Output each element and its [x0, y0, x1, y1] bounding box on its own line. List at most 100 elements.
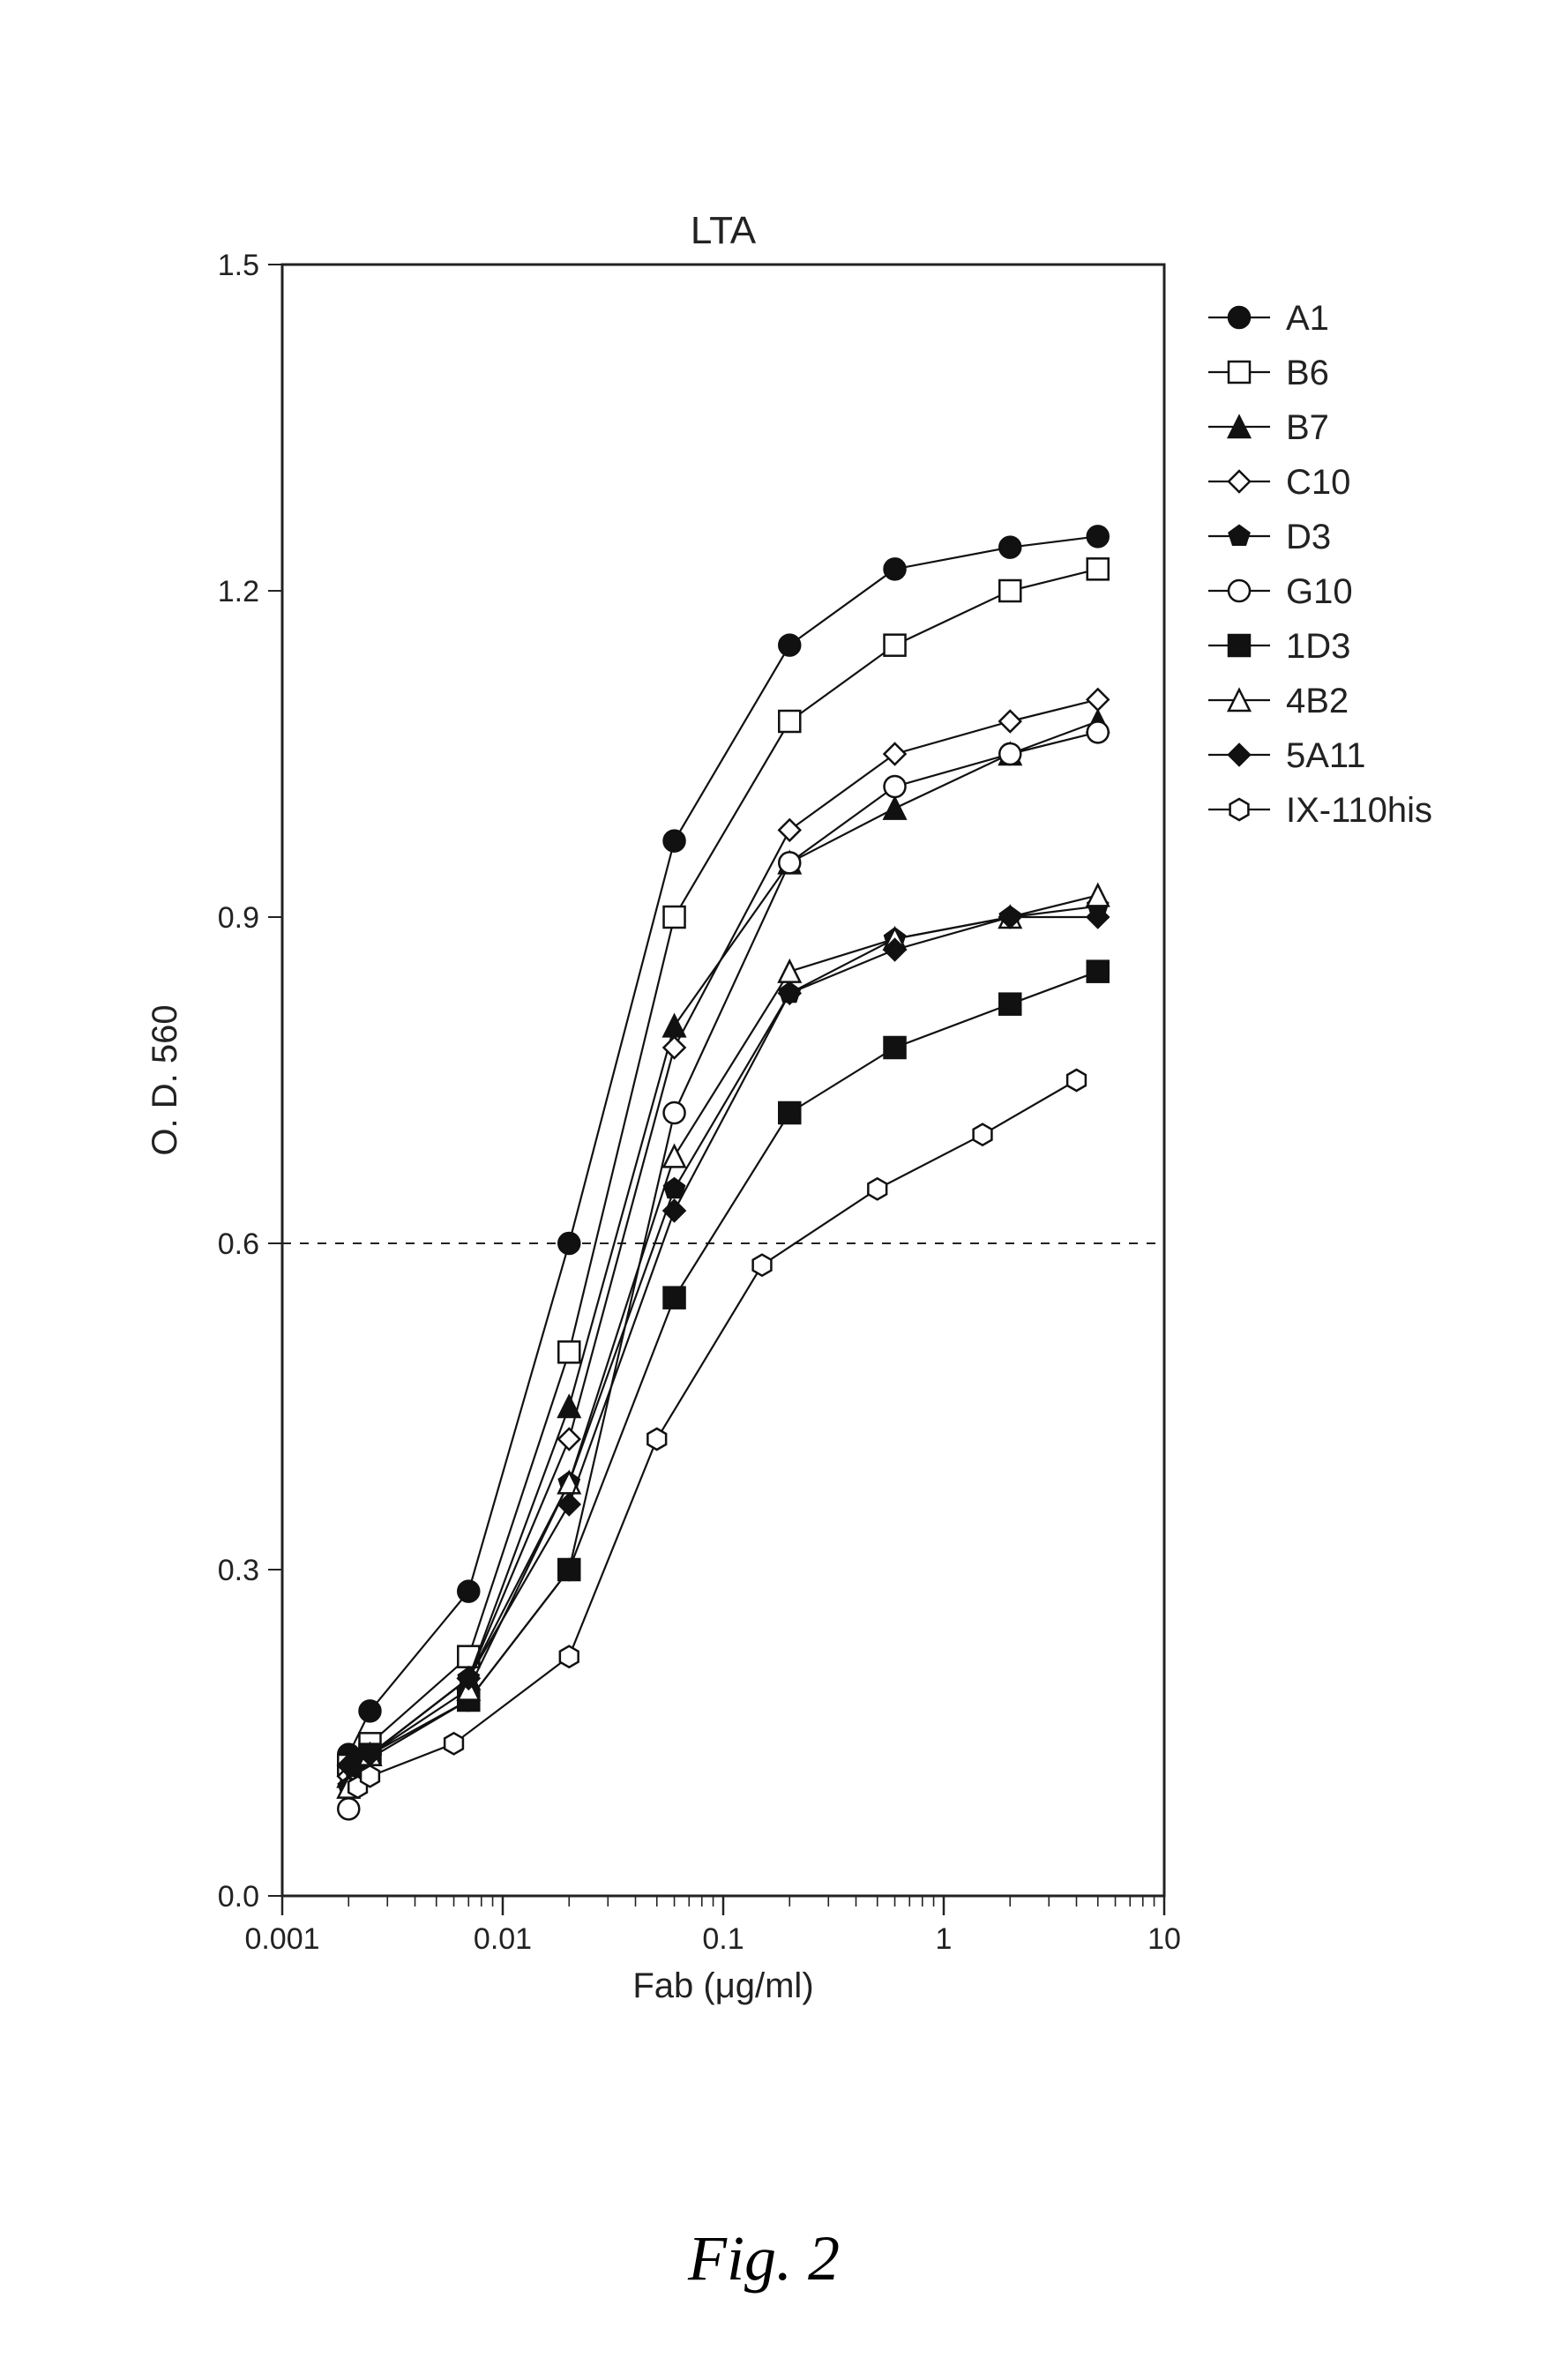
- series-A1: [338, 526, 1108, 1764]
- legend-item-1D3: 1D3: [1208, 627, 1350, 666]
- series-D3: [339, 896, 1108, 1796]
- marker: [999, 743, 1020, 765]
- marker: [779, 711, 800, 732]
- marker: [1229, 580, 1250, 601]
- y-tick-label: 1.5: [218, 249, 259, 282]
- x-tick-label: 0.1: [702, 1922, 744, 1956]
- legend-item-B6: B6: [1208, 354, 1329, 392]
- marker: [885, 1037, 906, 1058]
- marker: [1087, 558, 1109, 579]
- series-line: [348, 917, 1097, 1765]
- y-tick-label: 0.9: [218, 901, 259, 935]
- y-tick-label: 0.6: [218, 1227, 259, 1261]
- marker: [558, 1341, 579, 1362]
- x-tick-label: 1: [936, 1922, 953, 1956]
- x-tick-label: 0.001: [244, 1922, 319, 1956]
- marker: [458, 1581, 479, 1602]
- marker: [1229, 635, 1250, 656]
- marker: [779, 635, 800, 656]
- legend-label: 5A11: [1286, 736, 1365, 775]
- legend-item-5A11: 5A11: [1208, 736, 1365, 775]
- marker: [1067, 1070, 1086, 1091]
- marker: [868, 1178, 886, 1199]
- marker: [1229, 471, 1250, 492]
- marker: [885, 558, 906, 579]
- x-tick-label: 10: [1147, 1922, 1181, 1956]
- legend-item-A1: A1: [1208, 299, 1329, 338]
- marker: [885, 798, 906, 819]
- marker: [1229, 362, 1250, 383]
- legend-item-D3: D3: [1208, 518, 1331, 556]
- y-tick-label: 1.2: [218, 575, 259, 608]
- series-line: [348, 536, 1097, 1754]
- marker: [779, 852, 800, 873]
- y-tick-label: 0.3: [218, 1554, 259, 1587]
- marker: [779, 819, 800, 840]
- legend-label: 1D3: [1286, 627, 1350, 666]
- marker: [359, 1700, 380, 1721]
- marker: [1087, 961, 1109, 982]
- marker: [558, 1233, 579, 1254]
- marker: [753, 1255, 772, 1276]
- legend-label: IX-110his: [1286, 791, 1432, 830]
- series-4B2: [338, 884, 1108, 1797]
- marker: [664, 906, 685, 928]
- marker: [885, 776, 906, 797]
- marker: [558, 1429, 579, 1450]
- x-axis-label: Fab (μg/ml): [632, 1966, 813, 2005]
- marker: [558, 1559, 579, 1580]
- marker: [999, 711, 1020, 732]
- marker: [885, 743, 906, 765]
- marker: [1229, 744, 1250, 765]
- legend-label: B6: [1286, 354, 1329, 392]
- marker: [1230, 799, 1249, 820]
- marker: [999, 537, 1020, 558]
- legend-label: G10: [1286, 572, 1353, 611]
- legend-item-B7: B7: [1208, 408, 1329, 447]
- marker: [779, 1102, 800, 1123]
- marker: [361, 1765, 379, 1787]
- marker: [1087, 884, 1109, 906]
- series-B6: [338, 558, 1108, 1776]
- marker: [664, 831, 685, 852]
- marker: [885, 635, 906, 656]
- y-tick-label: 0.0: [218, 1880, 259, 1914]
- series-G10: [338, 721, 1108, 1819]
- series-5A11: [338, 906, 1108, 1776]
- marker: [779, 961, 800, 982]
- legend-label: D3: [1286, 518, 1331, 556]
- marker: [560, 1646, 579, 1667]
- marker: [664, 1287, 685, 1309]
- marker: [647, 1429, 666, 1450]
- y-axis-label: O. D. 560: [146, 1004, 184, 1155]
- series-line: [348, 721, 1097, 1776]
- series-B7: [338, 711, 1108, 1787]
- legend-label: B7: [1286, 408, 1329, 447]
- marker: [1087, 689, 1109, 710]
- legend-item-IX-110his: IX-110his: [1208, 791, 1432, 830]
- marker: [1229, 526, 1250, 545]
- series-line: [348, 699, 1097, 1776]
- marker: [999, 580, 1020, 601]
- marker: [999, 994, 1020, 1015]
- legend-label: C10: [1286, 463, 1350, 502]
- x-tick-label: 0.01: [474, 1922, 532, 1956]
- marker: [1087, 721, 1109, 742]
- legend-item-G10: G10: [1208, 572, 1353, 611]
- marker: [1087, 526, 1109, 547]
- series-C10: [338, 689, 1108, 1787]
- chart-title: LTA: [691, 209, 757, 252]
- marker: [445, 1733, 463, 1754]
- marker: [664, 1200, 685, 1221]
- marker: [338, 1798, 359, 1819]
- legend-label: 4B2: [1286, 682, 1349, 720]
- figure-label: Fig. 2: [688, 2222, 840, 2295]
- marker: [974, 1124, 992, 1145]
- legend-item-C10: C10: [1208, 463, 1350, 502]
- marker: [1229, 307, 1250, 328]
- legend-label: A1: [1286, 299, 1329, 338]
- legend-item-4B2: 4B2: [1208, 682, 1349, 720]
- lta-chart: LTA 0.0 0.3 0.6 0.9 1.2 1.5 O. D. 560 0.001 0.01 0…: [0, 0, 1562, 2376]
- plot-border: [282, 265, 1164, 1896]
- marker: [664, 1102, 685, 1123]
